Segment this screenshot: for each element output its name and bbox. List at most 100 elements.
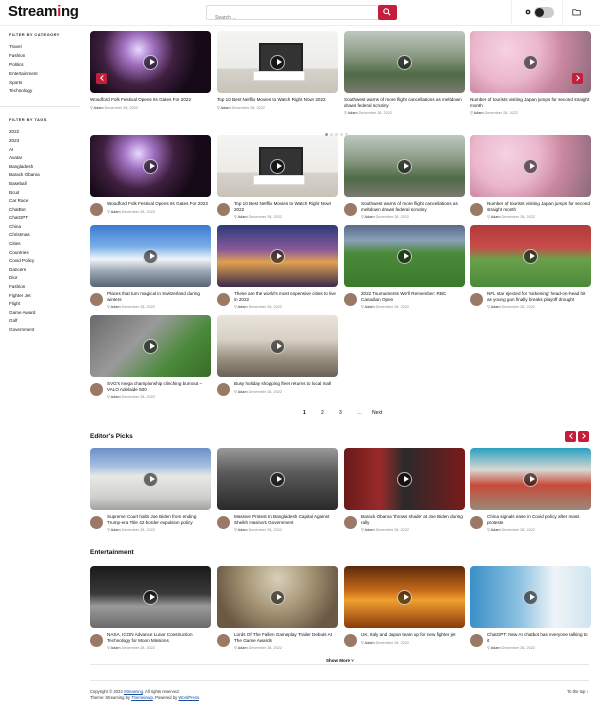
post-card[interactable]: 2022 Tournaments We'll Remember: RBC Can… bbox=[344, 225, 465, 309]
post-thumbnail[interactable] bbox=[217, 31, 338, 93]
post-thumbnail[interactable] bbox=[344, 225, 465, 287]
sidebar-tag-item[interactable]: ChatGPT bbox=[9, 215, 29, 221]
post-title[interactable]: Number of tourists visiting Japan jumps … bbox=[470, 97, 590, 108]
post-author[interactable]: Adam bbox=[364, 305, 375, 309]
play-icon[interactable] bbox=[523, 589, 538, 605]
post-thumbnail[interactable] bbox=[217, 448, 338, 510]
post-card[interactable]: Barack Obama 'throws shade' at Joe Biden… bbox=[344, 448, 465, 532]
post-title[interactable]: Lords Of The Fallen Gameplay Trailer Deb… bbox=[234, 632, 332, 643]
post-author[interactable]: Adam bbox=[364, 215, 375, 219]
post-thumbnail[interactable] bbox=[90, 225, 211, 287]
search-input[interactable] bbox=[207, 11, 377, 25]
play-icon[interactable] bbox=[397, 158, 412, 174]
site-logo[interactable]: Streaming bbox=[8, 3, 79, 20]
post-title[interactable]: Places that turn magical in Switzerland … bbox=[107, 291, 200, 302]
post-thumbnail[interactable] bbox=[470, 566, 591, 628]
slider-dot[interactable] bbox=[330, 133, 333, 136]
post-thumbnail[interactable] bbox=[90, 135, 211, 197]
post-author[interactable]: Adam bbox=[220, 105, 231, 110]
play-icon[interactable] bbox=[270, 158, 285, 174]
post-thumbnail[interactable] bbox=[90, 566, 211, 628]
sidebar-tag-item[interactable]: Fashion bbox=[9, 284, 26, 290]
sidebar-tag-item[interactable]: Golf bbox=[9, 318, 18, 324]
sidebar-category-item[interactable]: Travel bbox=[9, 44, 22, 49]
post-card[interactable]: Woodford Folk Festival Opens Its Gates F… bbox=[90, 31, 211, 110]
editors-next-button[interactable] bbox=[578, 431, 589, 442]
play-icon[interactable] bbox=[270, 589, 285, 605]
post-thumbnail[interactable] bbox=[217, 135, 338, 197]
editors-prev-button[interactable] bbox=[565, 431, 576, 442]
post-card[interactable]: These are the world's most expensive cit… bbox=[217, 225, 338, 309]
post-card[interactable]: SVG's mega championship clinching burnou… bbox=[90, 315, 211, 399]
slider-dot[interactable] bbox=[345, 133, 348, 136]
sidebar-category-item[interactable]: Fashion bbox=[9, 52, 26, 58]
post-author[interactable]: Adam bbox=[490, 215, 501, 219]
post-title[interactable]: UK, Italy and Japan team up for new figh… bbox=[361, 632, 456, 637]
sidebar-tag-item[interactable]: Flight bbox=[9, 301, 21, 307]
play-icon[interactable] bbox=[270, 471, 285, 487]
post-card[interactable]: NFL star ejected for 'sickening' head-on… bbox=[470, 225, 591, 309]
post-thumbnail[interactable] bbox=[470, 31, 591, 93]
post-title[interactable]: Southwest warns of more flight cancellat… bbox=[361, 201, 458, 212]
search-button[interactable] bbox=[378, 5, 397, 20]
sidebar-category-item[interactable]: Technology bbox=[9, 88, 33, 94]
post-author[interactable]: Adam bbox=[237, 389, 248, 394]
post-card[interactable]: Top 10 Best Netflix Movies to Watch Righ… bbox=[217, 135, 338, 219]
sidebar-tag-item[interactable]: 2023 bbox=[9, 137, 20, 143]
post-thumbnail[interactable] bbox=[90, 448, 211, 510]
themeinwp-link[interactable]: Themeinwp bbox=[131, 695, 153, 700]
play-icon[interactable] bbox=[143, 471, 158, 487]
sidebar-tag-item[interactable]: Countries bbox=[9, 249, 29, 255]
play-icon[interactable] bbox=[397, 471, 412, 487]
post-title[interactable]: Woodford Folk Festival Opens Its Gates F… bbox=[90, 97, 192, 102]
post-thumbnail[interactable] bbox=[90, 315, 211, 377]
sidebar-tag-item[interactable]: AI bbox=[9, 146, 14, 152]
to-top-link[interactable]: To the top ↑ bbox=[567, 689, 589, 694]
post-card[interactable]: Massive Protest In Bangladesh Capital Ag… bbox=[217, 448, 338, 532]
post-title[interactable]: Top 10 Best Netflix Movies to Watch Righ… bbox=[234, 201, 332, 212]
post-title[interactable]: ChatGPT: New AI chatbot has everyone tal… bbox=[487, 632, 588, 643]
play-icon[interactable] bbox=[270, 248, 285, 264]
play-icon[interactable] bbox=[143, 158, 158, 174]
post-title[interactable]: Top 10 Best Netflix Movies to Watch Righ… bbox=[217, 97, 326, 102]
post-author[interactable]: Adam bbox=[237, 646, 248, 650]
post-title[interactable]: NASA, ICON Advance Lunar Construction Te… bbox=[107, 632, 193, 643]
post-thumbnail[interactable] bbox=[470, 225, 591, 287]
post-thumbnail[interactable] bbox=[344, 135, 465, 197]
page-2[interactable]: 2 bbox=[321, 410, 324, 416]
play-icon[interactable] bbox=[523, 471, 538, 487]
post-card[interactable]: Supreme Court halts Joe Biden from endin… bbox=[90, 448, 211, 532]
post-card[interactable]: Woodford Folk Festival Opens Its Gates F… bbox=[90, 135, 211, 216]
sidebar-tag-item[interactable]: Car Race bbox=[9, 198, 29, 204]
theme-toggle[interactable] bbox=[534, 7, 554, 18]
sidebar-tag-item[interactable]: Fighter Jet bbox=[9, 292, 31, 298]
play-icon[interactable] bbox=[270, 338, 285, 354]
play-icon[interactable] bbox=[397, 589, 412, 605]
post-title[interactable]: Number of tourists visiting Japan jumps … bbox=[487, 201, 590, 212]
post-thumbnail[interactable] bbox=[217, 315, 338, 377]
post-author[interactable]: Adam bbox=[490, 528, 501, 532]
post-thumbnail[interactable] bbox=[217, 566, 338, 628]
slider-dot[interactable] bbox=[335, 133, 338, 136]
post-author[interactable]: Adam bbox=[93, 105, 104, 110]
play-icon[interactable] bbox=[143, 248, 158, 264]
show-more-button[interactable]: Show More ˅ bbox=[326, 658, 354, 663]
post-title[interactable]: Massive Protest In Bangladesh Capital Ag… bbox=[234, 514, 330, 525]
sidebar-category-item[interactable]: Politics bbox=[9, 61, 24, 67]
post-card[interactable]: Lords Of The Fallen Gameplay Trailer Deb… bbox=[217, 566, 338, 650]
play-icon[interactable] bbox=[523, 54, 538, 70]
sidebar-tag-item[interactable]: ChatBot bbox=[9, 206, 26, 212]
sidebar-tag-item[interactable]: Christmas bbox=[9, 232, 30, 238]
sidebar-tag-item[interactable]: Bangladesh bbox=[9, 163, 34, 169]
sidebar-tag-item[interactable]: Bcuit bbox=[9, 189, 20, 195]
post-author[interactable]: Adam bbox=[110, 528, 121, 532]
post-author[interactable]: Adam bbox=[473, 111, 484, 115]
post-author[interactable]: Adam bbox=[237, 305, 248, 309]
post-card[interactable]: Top 10 Best Netflix Movies to Watch Righ… bbox=[217, 31, 338, 110]
play-icon[interactable] bbox=[523, 158, 538, 174]
post-title[interactable]: Southwest warns of more flight cancellat… bbox=[344, 97, 462, 108]
post-card[interactable]: China signals ease in Covid policy after… bbox=[470, 448, 591, 532]
sidebar-tag-item[interactable]: 2022 bbox=[9, 129, 20, 135]
post-author[interactable]: Adam bbox=[490, 305, 501, 309]
post-title[interactable]: These are the world's most expensive cit… bbox=[234, 291, 336, 302]
